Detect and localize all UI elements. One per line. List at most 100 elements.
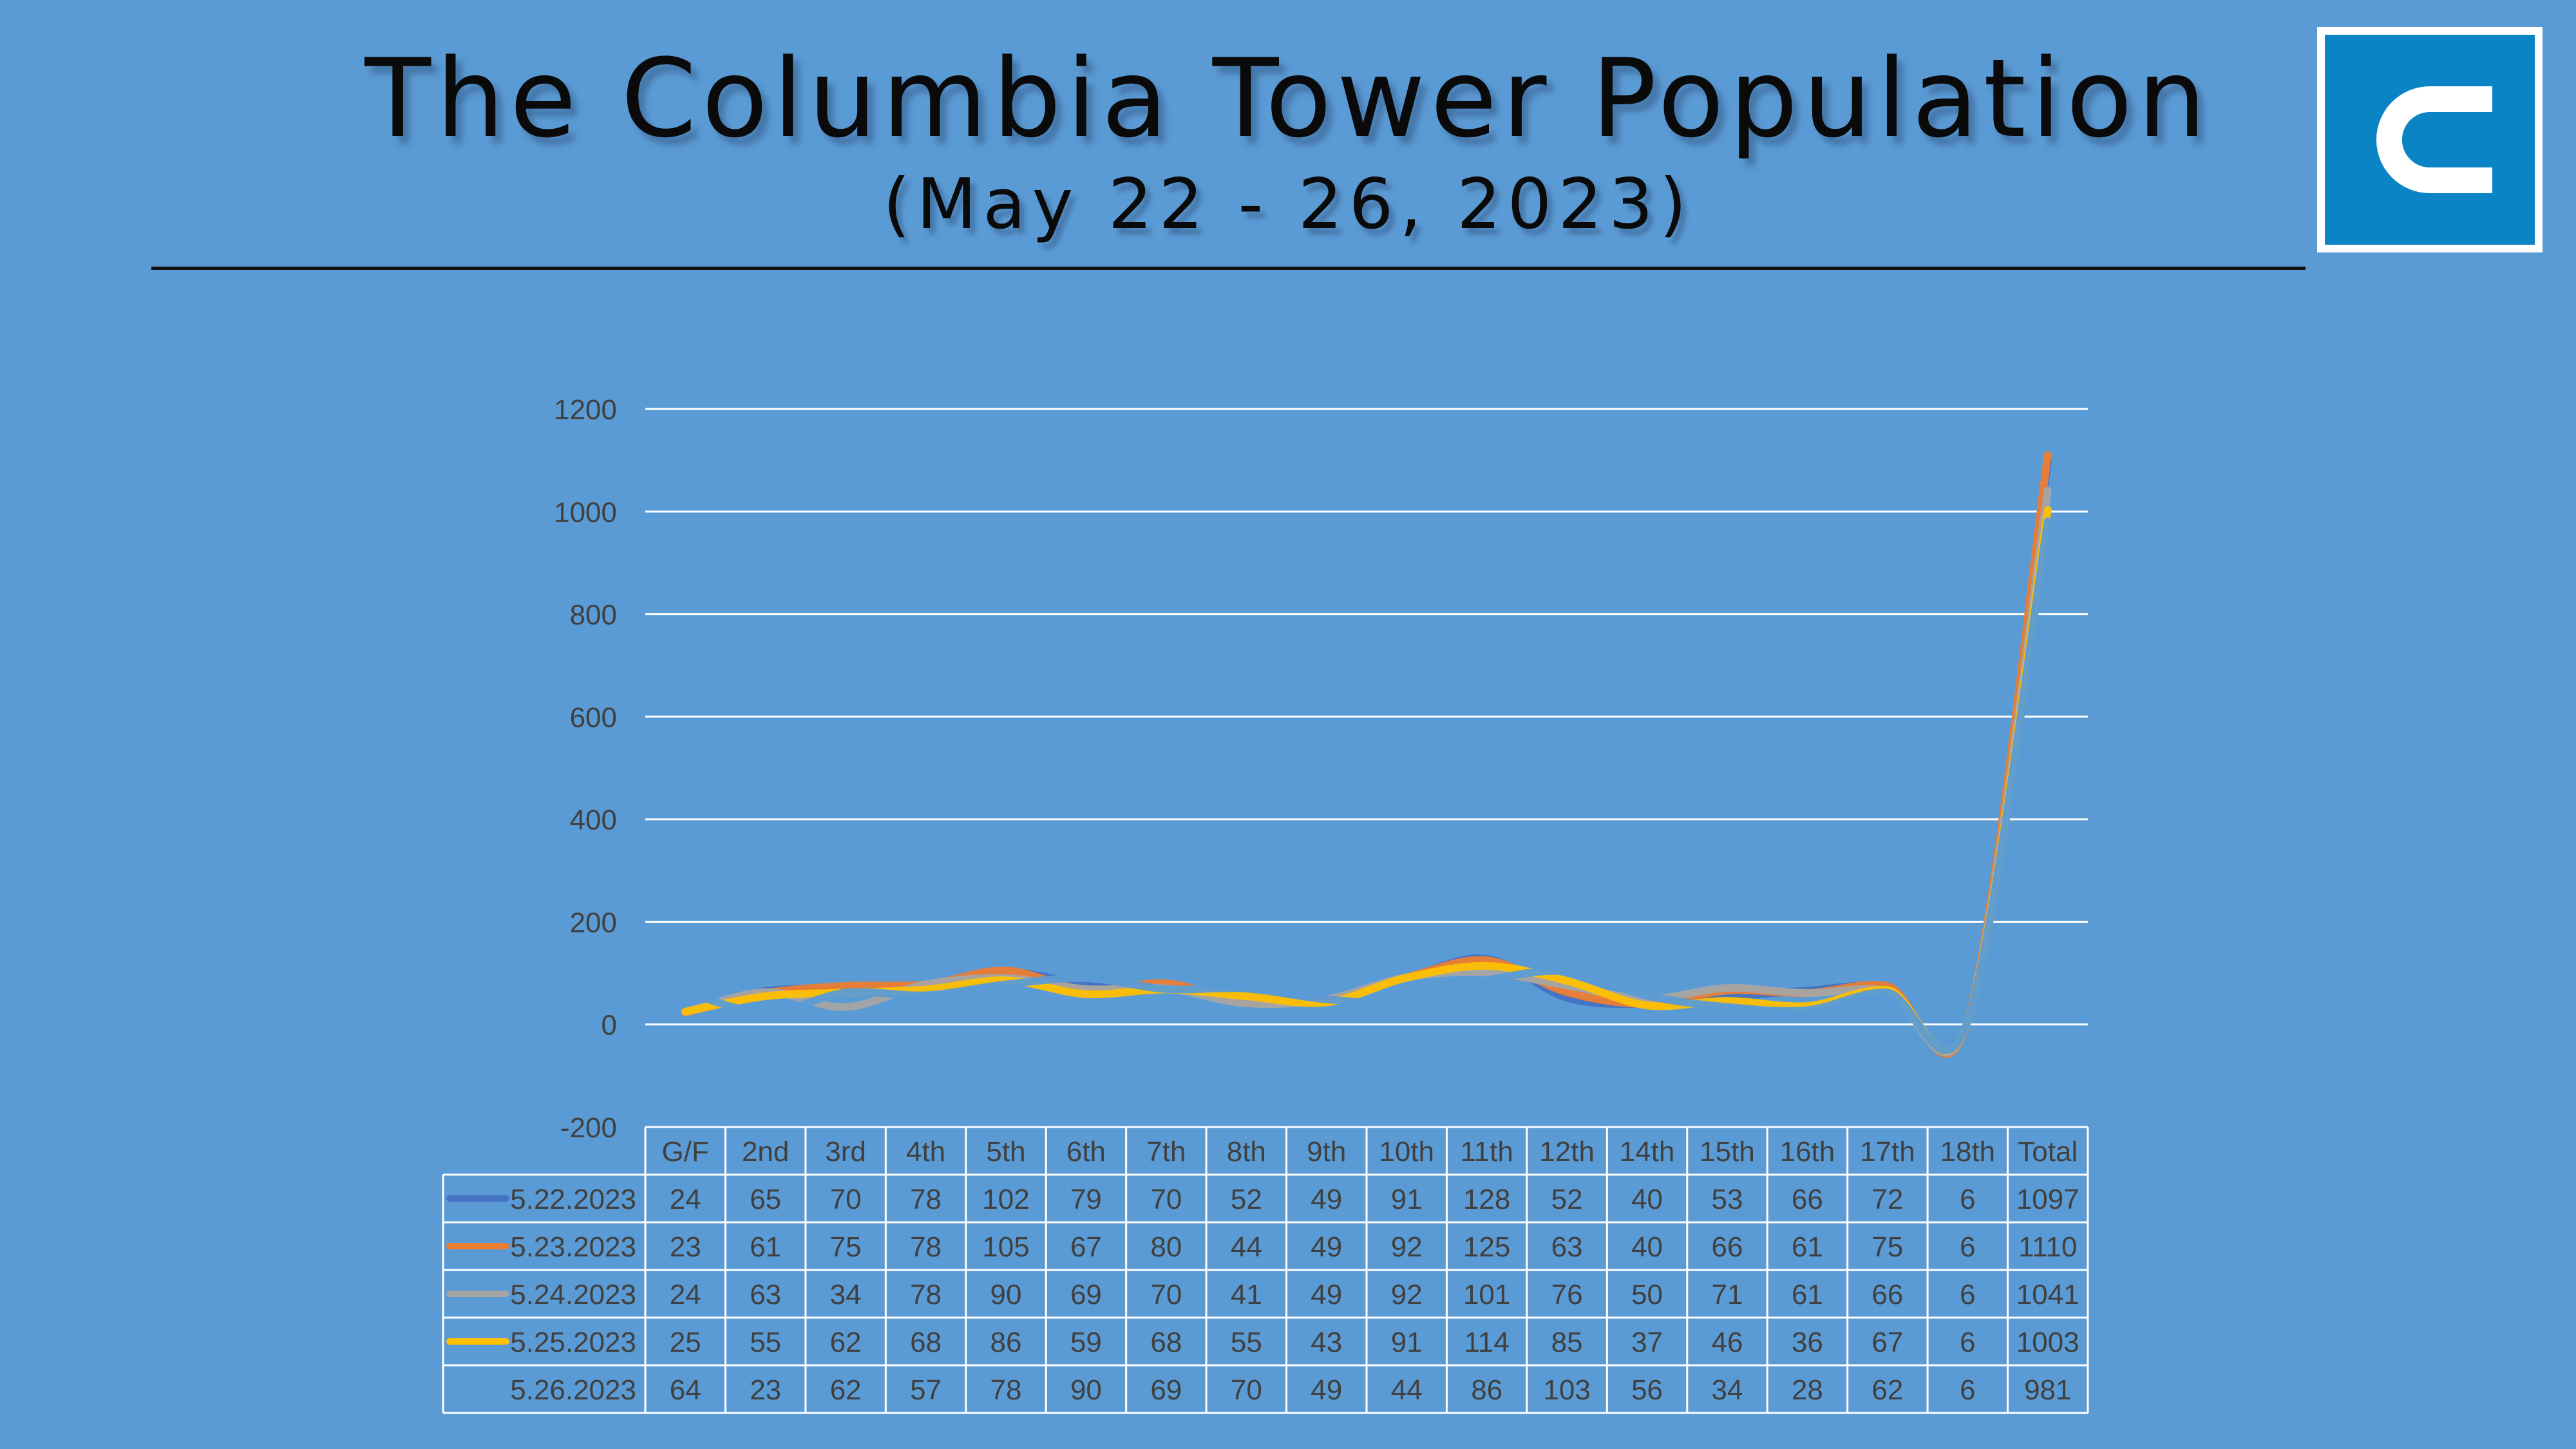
table-cell-value: 63 [1551, 1231, 1583, 1263]
table-cell-value: 67 [1871, 1327, 1903, 1358]
page-title: The Columbia Tower Population [365, 35, 2211, 162]
table-cell-value: 63 [750, 1279, 781, 1311]
table-cell-value: 34 [830, 1279, 862, 1311]
x-category-label: 4th [906, 1136, 945, 1168]
table-cell-value: 69 [1150, 1374, 1182, 1406]
table-cell-value: 43 [1311, 1327, 1342, 1358]
table-cell-value: 55 [750, 1327, 781, 1358]
x-category-label: 8th [1227, 1136, 1266, 1168]
table-cell-value: 66 [1871, 1279, 1903, 1311]
series-line-5.23.2023 [681, 451, 2052, 1058]
table-cell-value: 128 [1463, 1184, 1510, 1215]
table-cell-value: 62 [830, 1374, 862, 1406]
table-cell-value: 1110 [2018, 1231, 2077, 1263]
x-category-label: 17th [1860, 1136, 1915, 1168]
table-cell-value: 75 [1871, 1231, 1903, 1263]
table-cell-value: 61 [1792, 1231, 1823, 1263]
y-tick-label: 200 [570, 907, 617, 938]
y-tick-label: 0 [601, 1010, 617, 1041]
table-cell-value: 65 [750, 1184, 781, 1215]
table-cell-value: 49 [1311, 1184, 1342, 1215]
x-category-label: 5th [986, 1136, 1025, 1168]
x-category-label: 12th [1539, 1136, 1595, 1168]
series-line-5.24.2023 [681, 486, 2052, 1057]
table-cell-value: 49 [1311, 1279, 1342, 1311]
title-divider [151, 267, 2306, 270]
y-tick-label: 1200 [554, 394, 617, 426]
table-cell-value: 53 [1712, 1184, 1743, 1215]
table-cell-value: 70 [830, 1184, 862, 1215]
table-cell-value: 1097 [2016, 1184, 2079, 1215]
table-cell-value: 44 [1391, 1374, 1423, 1406]
table-cell-value: 92 [1391, 1231, 1423, 1263]
table-cell-value: 49 [1311, 1374, 1342, 1406]
series-line-5.25.2023 [681, 506, 2052, 1055]
legend-label: 5.26.2023 [510, 1374, 636, 1406]
table-cell-value: 86 [990, 1327, 1022, 1358]
table-cell-value: 78 [910, 1279, 942, 1311]
x-category-label: G/F [662, 1136, 709, 1168]
y-tick-label: 1000 [554, 497, 617, 528]
table-cell-value: 114 [1464, 1327, 1510, 1358]
x-category-label: 10th [1379, 1136, 1434, 1168]
table-cell-value: 57 [910, 1374, 942, 1406]
table-cell-value: 40 [1631, 1184, 1663, 1215]
table-cell-value: 105 [982, 1231, 1029, 1263]
table-cell-value: 6 [1960, 1184, 1975, 1215]
table-cell-value: 76 [1551, 1279, 1583, 1311]
table-cell-value: 28 [1792, 1374, 1823, 1406]
table-cell-value: 86 [1471, 1374, 1502, 1406]
table-cell-value: 79 [1070, 1184, 1102, 1215]
table-cell-value: 44 [1231, 1231, 1262, 1263]
x-category-label: 6th [1066, 1136, 1106, 1168]
legend-label: 5.22.2023 [510, 1184, 636, 1215]
page-subtitle: (May 22 - 26, 2023) [883, 164, 1693, 245]
x-category-label: 16th [1780, 1136, 1835, 1168]
table-cell-value: 34 [1712, 1374, 1743, 1406]
table-cell-value: 66 [1712, 1231, 1743, 1263]
table-cell-value: 52 [1231, 1184, 1262, 1215]
y-tick-label: 800 [570, 600, 617, 631]
x-category-label: 9th [1307, 1136, 1346, 1168]
table-cell-value: 981 [2024, 1374, 2071, 1406]
table-cell-value: 90 [1070, 1374, 1102, 1406]
table-cell-value: 40 [1631, 1231, 1663, 1263]
table-cell-value: 37 [1631, 1327, 1663, 1358]
table-cell-value: 70 [1150, 1279, 1182, 1311]
table-cell-value: 125 [1463, 1231, 1510, 1263]
table-cell-value: 49 [1311, 1231, 1342, 1263]
x-category-label: 2nd [742, 1136, 789, 1168]
table-cell-value: 62 [830, 1327, 862, 1358]
legend-label: 5.25.2023 [510, 1327, 636, 1358]
table-cell-value: 50 [1631, 1279, 1663, 1311]
table-cell-value: 92 [1391, 1279, 1423, 1311]
legend-label: 5.24.2023 [510, 1279, 636, 1311]
x-category-label: 15th [1700, 1136, 1755, 1168]
table-cell-value: 62 [1871, 1374, 1903, 1406]
table-cell-value: 66 [1792, 1184, 1823, 1215]
table-cell-value: 36 [1792, 1327, 1823, 1358]
series-line-5.26.2023 [681, 517, 2052, 1054]
table-cell-value: 102 [982, 1184, 1029, 1215]
table-cell-value: 103 [1543, 1374, 1590, 1406]
table-cell-value: 67 [1070, 1231, 1102, 1263]
table-cell-value: 101 [1463, 1279, 1510, 1311]
table-cell-value: 70 [1231, 1374, 1262, 1406]
table-cell-value: 61 [750, 1231, 781, 1263]
table-cell-value: 61 [1792, 1279, 1823, 1311]
columbia-c-logo-icon [2317, 27, 2543, 252]
legend-label: 5.23.2023 [510, 1231, 636, 1263]
table-cell-value: 52 [1551, 1184, 1583, 1215]
table-cell-value: 55 [1231, 1327, 1262, 1358]
x-category-label: 7th [1146, 1136, 1186, 1168]
table-cell-value: 78 [990, 1374, 1022, 1406]
table-cell-value: 56 [1631, 1374, 1663, 1406]
y-tick-label: -200 [560, 1112, 617, 1144]
table-cell-value: 64 [670, 1374, 701, 1406]
table-cell-value: 91 [1391, 1327, 1423, 1358]
table-cell-value: 24 [670, 1279, 701, 1311]
table-cell-value: 6 [1960, 1374, 1975, 1406]
table-cell-value: 85 [1551, 1327, 1583, 1358]
table-cell-value: 68 [1150, 1327, 1182, 1358]
